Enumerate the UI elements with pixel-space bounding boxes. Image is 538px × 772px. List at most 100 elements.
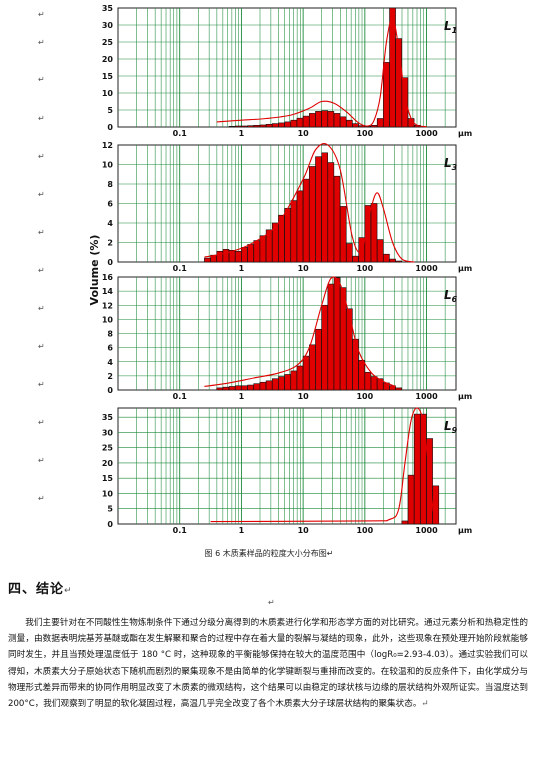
y-tick-label: 0 [107,123,113,132]
distribution-curve [216,17,427,128]
x-tick-label: 10 [298,264,310,273]
y-tick-label: 25 [102,38,114,47]
paragraph-mark: ↵ [38,494,45,503]
histogram-bar [284,121,291,128]
histogram-bar [333,277,341,391]
histogram-bar [284,208,291,263]
histogram-bar [339,116,347,128]
histogram-bar [204,257,211,263]
histogram-bar [284,374,291,391]
histogram-bar [302,115,310,128]
paragraph-mark: ↵ [38,190,45,199]
x-tick-label: 0.1 [173,129,188,138]
histogram-bar [420,413,427,525]
histogram-bar [296,117,304,128]
paragraph-mark: ↵ [38,304,45,313]
histogram-bar [222,386,230,391]
x-tick-label: 1 [239,526,245,535]
y-tick-label: 15 [102,72,114,81]
caption-text: 图 6 木质素样品的粒度大小分布图 [204,549,327,558]
histogram-bar [253,383,261,391]
paragraph-text: 我们主要针对在不同酸性生物炼制条件下通过分级分离得到的木质素进行化学和形态学方面… [8,618,528,710]
histogram-bar [370,203,378,263]
heading-text: 四、结论 [8,582,65,597]
histogram-bar [228,386,236,391]
x-tick-label: 0.1 [173,264,188,273]
panel-label-subscript: 6 [452,295,458,304]
histogram-bar [321,304,328,391]
histogram-bar [327,111,335,128]
x-unit-label: μm [458,264,472,273]
x-tick-label: 10 [298,392,310,401]
x-tick-label: 1000 [415,129,438,138]
histogram-bar [216,250,224,263]
y-tick-label: 4 [107,358,113,367]
y-tick-label: 15 [102,474,114,483]
histogram-bar [241,385,248,391]
x-tick-label: 10 [298,129,310,138]
particle-size-figure: 0 5 10 15 20 25 30 35 0.1 1 10 100 1000 μm L1 0 2 4 6 8 10 12… [38,4,472,535]
histogram-bar [253,240,261,263]
y-tick-label: 8 [107,180,113,189]
histogram-bar [321,152,328,263]
histogram-bar [339,287,347,391]
y-tick-label: 10 [102,315,114,324]
x-unit-label: μm [458,392,472,401]
y-tick-label: 10 [102,89,114,98]
histogram-bar [290,370,298,391]
y-tick-label: 12 [102,301,113,310]
histogram-bar [346,308,353,391]
histogram-bar [327,162,335,263]
section-heading: 四、结论↵ [8,578,73,597]
histogram-bar [259,124,267,128]
paragraph-mark: ↵ [38,418,45,427]
x-tick-label: 10 [298,526,310,535]
panel-label-subscript: 3 [452,163,458,172]
x-tick-label: 100 [356,526,373,535]
conclusion-paragraph: 我们主要针对在不同酸性生物炼制条件下通过分级分离得到的木质素进行化学和形态学方面… [8,615,528,712]
panel-label-subscript: 9 [452,426,458,435]
histogram-bar [241,247,248,263]
histogram-bar [346,243,353,263]
y-tick-label: 20 [102,55,114,64]
histogram-bar [309,166,316,263]
histogram-bar [222,249,230,263]
histogram-bar [333,113,341,128]
histogram-bar [296,365,304,391]
y-tick-label: 12 [102,141,113,150]
y-tick-label: 14 [102,287,114,296]
distribution-curve [204,143,415,263]
paragraph-mark: ↵ [421,699,429,710]
histogram-bar [271,378,279,391]
paragraph-mark: ↵ [38,228,45,237]
histogram-bar [333,175,341,263]
y-tick-label: 16 [102,273,114,282]
histogram-bar [302,178,310,263]
histogram-bar [315,328,322,391]
histogram-bar [352,123,359,128]
x-tick-label: 1000 [415,392,438,401]
histogram-bar [241,125,248,128]
histogram-bar [339,206,347,263]
histogram-bar [383,62,390,128]
paragraph-mark: ↵ [38,114,45,123]
x-tick-label: 100 [356,129,373,138]
y-tick-label: 2 [107,239,113,248]
histogram-bar [253,125,261,128]
histogram-bar [278,122,285,128]
histogram-bar [259,235,267,263]
y-tick-label: 0 [107,520,113,529]
y-tick-label: 20 [102,459,114,468]
histogram-bar [395,260,403,263]
histogram-bar [432,485,440,525]
distribution-curve [204,276,396,388]
histogram-bar [309,113,316,128]
histogram-bar [327,283,335,391]
histogram-bar [395,387,403,391]
histogram-bar [234,125,242,128]
histogram-bar [321,110,328,128]
